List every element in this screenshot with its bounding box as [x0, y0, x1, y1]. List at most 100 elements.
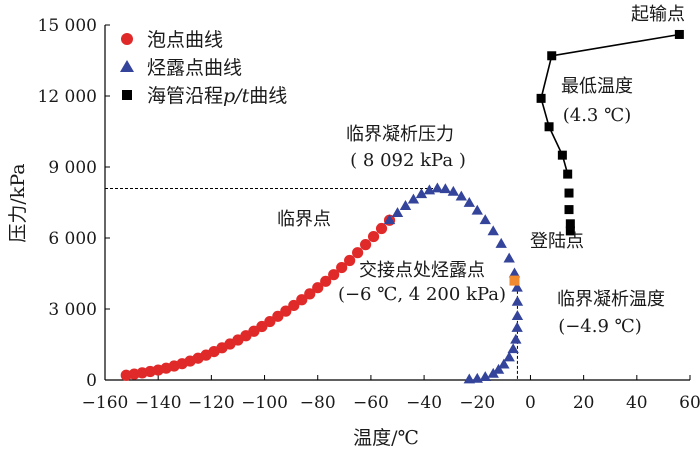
legend-label-pipeline-italic: p/t: [223, 85, 250, 107]
bubble-point: [280, 305, 292, 317]
x-tick-label: −40: [406, 393, 442, 413]
bubble-point: [359, 239, 372, 251]
x-tick-label: −140: [135, 393, 182, 413]
bubble-point: [288, 299, 300, 312]
bubble-point: [367, 230, 380, 243]
dew-point: [511, 281, 523, 292]
x-tick-label: −160: [82, 393, 129, 413]
x-tick-label: 40: [626, 393, 648, 413]
bubble-point: [352, 247, 364, 259]
dew-point: [511, 295, 524, 306]
pipeline-point: [674, 29, 684, 39]
annotation-junction-1: 交接点处烃露点: [359, 260, 485, 281]
pipeline-point: [557, 150, 567, 160]
pipeline-point: [547, 51, 557, 61]
dew-point: [391, 207, 404, 218]
pipeline-point: [563, 169, 573, 179]
dew-point: [399, 200, 412, 210]
legend-label-dew: 烃露点曲线: [147, 57, 242, 79]
bubble-point: [328, 269, 340, 281]
bubble-point: [296, 294, 308, 306]
dew-point: [492, 363, 505, 374]
x-tick-label: −120: [188, 393, 235, 413]
y-tick-label: 3 000: [48, 300, 97, 320]
legend-triangle-marker: [120, 60, 134, 72]
dew-point: [487, 367, 499, 378]
dew-point: [503, 252, 515, 263]
annotation-min-temp-2: (4.3 ℃): [563, 105, 632, 126]
dew-point: [439, 183, 452, 194]
annotation-landing-point: 登陆点: [530, 231, 584, 252]
x-tick-label: −20: [459, 393, 495, 413]
x-axis-title: 温度/℃: [353, 427, 419, 449]
dew-point: [423, 184, 436, 195]
x-tick-label: −80: [300, 393, 336, 413]
legend-circle-marker: [121, 33, 133, 45]
annotation-cricondentherm-2: (−4.9 ℃): [558, 316, 642, 337]
bubble-point: [344, 254, 356, 267]
y-axis-title: 压力/kPa: [7, 163, 29, 242]
pipeline-point: [564, 205, 574, 215]
bubble-point: [312, 282, 324, 294]
dew-point: [479, 214, 491, 225]
dew-point: [507, 343, 519, 354]
dew-point: [498, 358, 510, 369]
legend: 泡点曲线 烃露点曲线 海管沿程p/t曲线: [120, 29, 287, 107]
y-tick-label: 9 000: [48, 158, 97, 178]
bubble-point: [264, 315, 276, 328]
legend-square-marker: [122, 90, 132, 100]
dew-point: [471, 204, 483, 215]
annotation-critical-point: 临界点: [277, 209, 331, 230]
annotation-start-point: 起输点: [631, 4, 685, 25]
dew-point: [508, 267, 521, 278]
dew-point: [511, 321, 523, 332]
dew-point: [383, 214, 396, 225]
dew-point: [455, 190, 468, 201]
dew-point: [431, 182, 444, 193]
x-tick-label: 60: [679, 393, 700, 413]
annotation-cricondentherm-1: 临界凝析温度: [557, 289, 665, 310]
legend-label-pipeline-tail: 曲线: [249, 85, 287, 107]
dew-point: [415, 188, 428, 199]
annotation-cricondenbar-1: 临界凝析压力: [346, 124, 454, 145]
x-axis-ticks: −160 −140 −120 −100 −80 −60 −40 −20 0 20 40 60: [82, 375, 700, 413]
bubble-point: [272, 310, 284, 322]
dew-point: [407, 193, 420, 204]
dew-point: [463, 373, 475, 384]
legend-label-pipeline: 海管沿程p/t曲线: [147, 85, 287, 107]
bubble-point: [336, 261, 348, 274]
bubble-point: [256, 320, 268, 333]
y-tick-label: 0: [86, 371, 97, 391]
dew-point: [487, 225, 499, 236]
y-tick-label: 15 000: [38, 16, 97, 36]
dew-point: [503, 351, 515, 362]
pipeline-point: [565, 219, 575, 229]
pipeline-point: [544, 122, 554, 132]
y-tick-label: 6 000: [48, 229, 97, 249]
bubble-point: [320, 275, 332, 287]
bubble-point: [375, 222, 388, 235]
x-tick-label: 20: [573, 393, 595, 413]
series-layer: [120, 29, 684, 384]
dew-point: [471, 372, 483, 383]
dew-point: [463, 196, 475, 207]
dew-point: [447, 185, 460, 196]
pipeline-point: [564, 188, 574, 198]
dew-point: [479, 371, 491, 382]
y-axis-ticks: 0 3 000 6 000 9 000 12 000 15 000: [38, 16, 110, 391]
pipeline-point: [565, 226, 575, 236]
bubble-point: [304, 288, 316, 300]
legend-label-bubble: 泡点曲线: [147, 29, 223, 51]
pipeline-point: [536, 93, 546, 103]
dew-point: [510, 333, 522, 344]
x-tick-label: −100: [241, 393, 288, 413]
y-tick-label: 12 000: [38, 87, 97, 107]
legend-label-pipeline-main: 海管沿程: [147, 85, 223, 107]
junction-point: [509, 275, 520, 286]
annotation-junction-2: (−6 ℃, 4 200 kPa): [338, 284, 506, 305]
x-tick-label: 0: [525, 393, 536, 413]
x-tick-label: −60: [353, 393, 389, 413]
annotation-min-temp-1: 最低温度: [561, 76, 633, 97]
dew-point: [495, 237, 507, 248]
